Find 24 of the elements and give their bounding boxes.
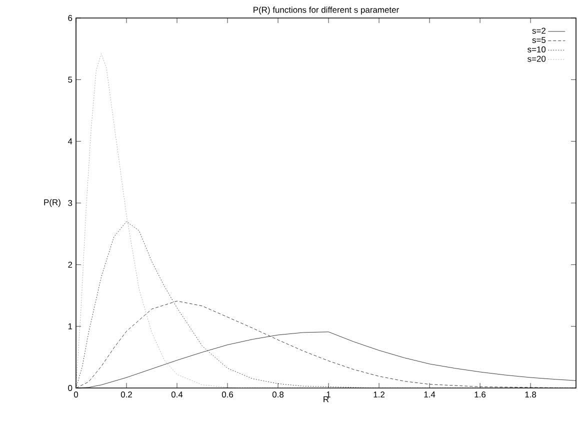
x-tick-label: 0.2	[120, 392, 132, 398]
y-tick-label: 2	[68, 262, 72, 268]
y-tick-label: 4	[68, 138, 72, 144]
x-tick-label: 1	[326, 392, 330, 398]
legend-label: s=10	[528, 46, 546, 52]
x-tick-label: 1.6	[474, 392, 486, 398]
x-tick-label: 0.6	[222, 392, 234, 398]
x-tick-label: 0.4	[171, 392, 183, 398]
y-tick-label: 0	[68, 385, 72, 391]
x-tick-label: 0	[74, 392, 78, 398]
x-tick-label: 0.8	[272, 392, 284, 398]
legend-label: s=20	[528, 56, 546, 62]
x-tick-label: 1.4	[424, 392, 436, 398]
x-axis-title: R	[324, 396, 329, 402]
x-tick-label: 1.8	[525, 392, 536, 398]
chart-title: P(R) functions for different s parameter	[254, 6, 399, 14]
y-tick-label: 3	[68, 200, 72, 206]
y-axis-title: P(R)	[44, 199, 60, 207]
y-tick-label: 6	[68, 15, 72, 21]
y-tick-label: 5	[68, 76, 72, 83]
legend-label: s=5	[532, 37, 546, 44]
x-tick-label: 1.2	[374, 392, 384, 398]
y-tick-label: 1	[68, 323, 72, 330]
legend-label: s=2	[532, 28, 546, 34]
